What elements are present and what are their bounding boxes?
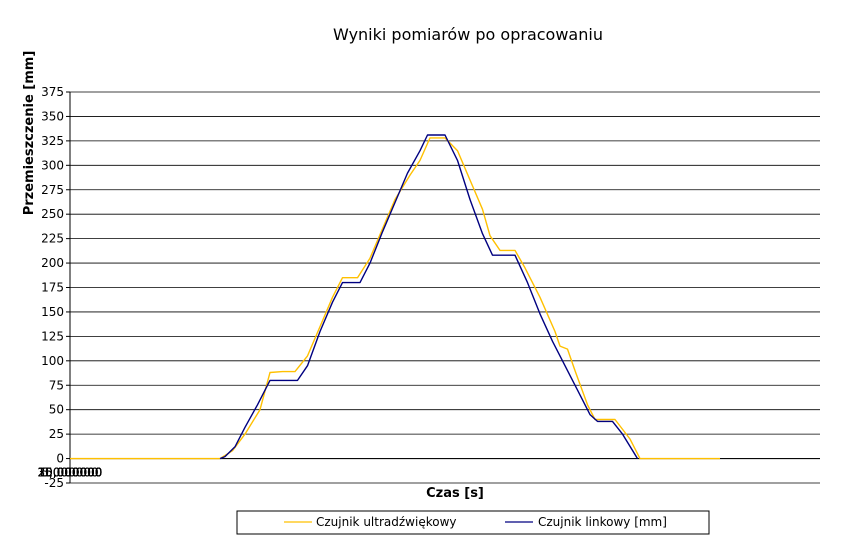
y-tick-label: 0 (56, 452, 64, 466)
y-tick-label: 275 (41, 183, 64, 197)
y-axis-label: Przemieszczenie [mm] (22, 51, 37, 216)
y-axis-ticks: -25 0 25 50 75 100 125 150 175 200 225 250 275 300 325… (41, 85, 70, 490)
y-tick-label: 325 (41, 134, 64, 148)
legend: Czujnik ultradźwiękowy Czujnik linkowy [… (236, 510, 710, 535)
series-line-ultradzwiekowy (70, 137, 720, 460)
y-tick-label: 250 (41, 207, 64, 221)
legend-label-ultradzwiekowy: Czujnik ultradźwiękowy (316, 515, 456, 529)
series-line-linkowy (219, 134, 639, 460)
y-tick-label: 25 (49, 427, 64, 441)
y-tick-label: 150 (41, 305, 64, 319)
y-tick-label: 225 (41, 232, 64, 246)
series-group (70, 134, 720, 460)
y-tick-label: -25 (44, 476, 64, 490)
x-axis-label: Czas [s] (426, 486, 484, 501)
legend-label-linkowy: Czujnik linkowy [mm] (538, 515, 667, 529)
chart-title: Wyniki pomiarów po opracowaniu (333, 25, 603, 44)
y-tick-label: 125 (41, 329, 64, 343)
legend-box (236, 510, 710, 535)
grid (70, 91, 820, 484)
y-tick-label: 375 (41, 85, 64, 99)
y-tick-label: 200 (41, 256, 64, 270)
y-tick-label: 100 (41, 354, 64, 368)
y-tick-label: 175 (41, 281, 64, 295)
y-tick-label: 350 (41, 109, 64, 123)
y-tick-label: 75 (49, 378, 64, 392)
y-tick-label: 50 (49, 403, 64, 417)
y-tick-label: 300 (41, 158, 64, 172)
